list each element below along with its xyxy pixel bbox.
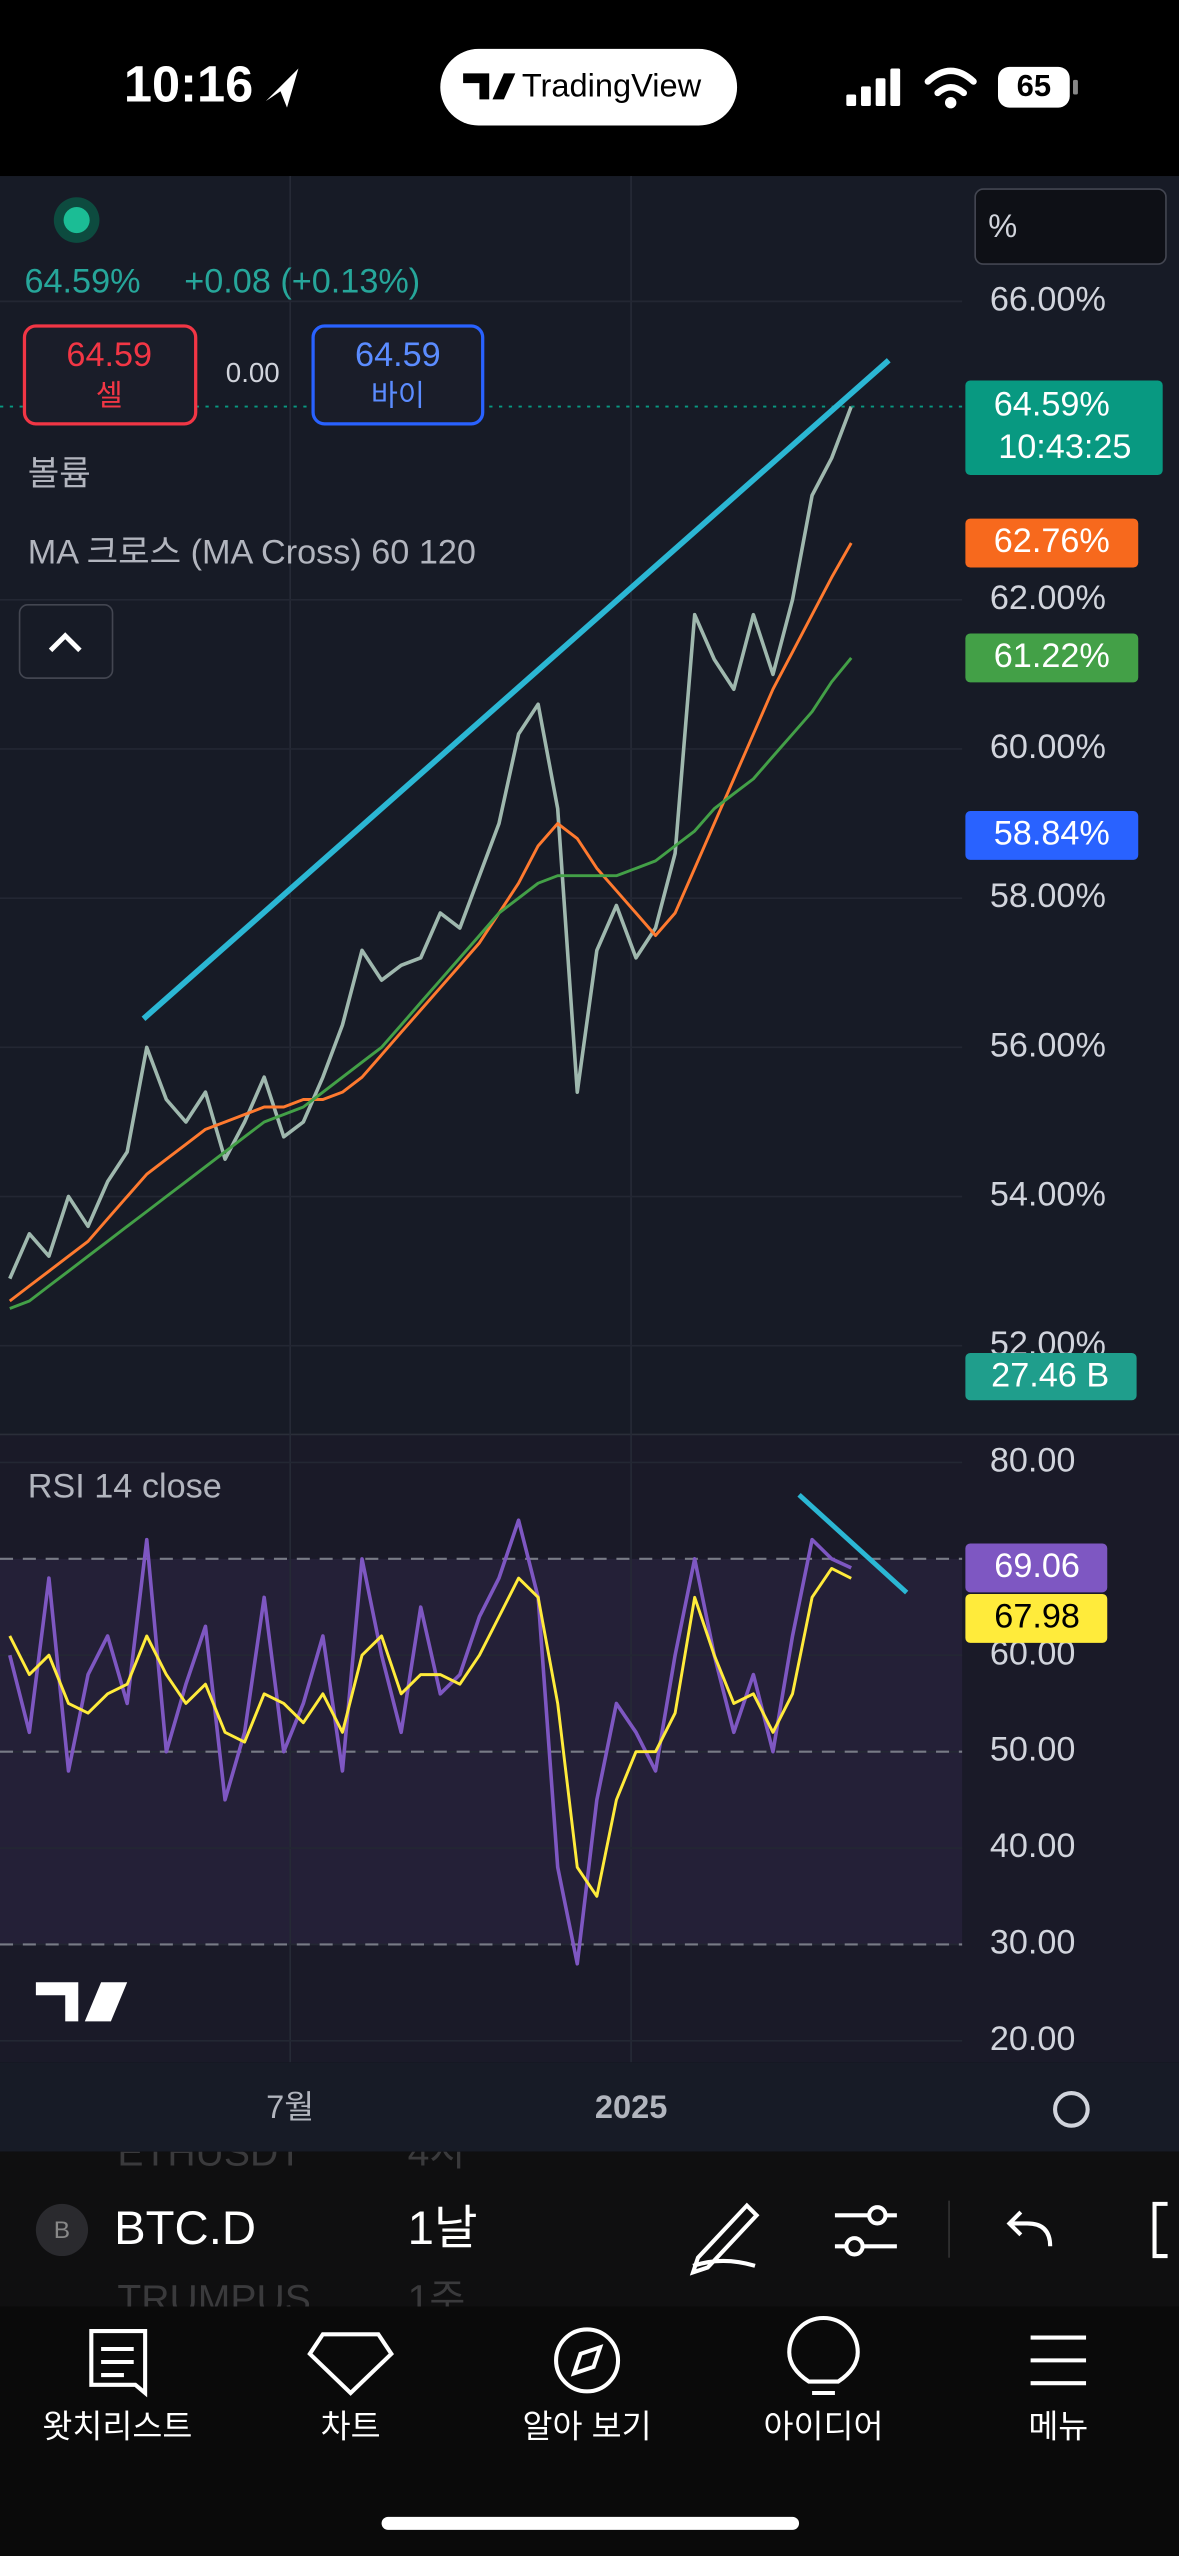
- nav-label[interactable]: 아이디어: [764, 2407, 884, 2444]
- rsi-pane: [0, 1434, 1179, 2063]
- fullscreen-icon[interactable]: [1152, 2201, 1168, 2259]
- watermark-logo: [35, 1982, 128, 2022]
- y-tick-label: 58.00%: [990, 877, 1106, 915]
- y-tick-label: 60.00%: [990, 728, 1106, 766]
- nav-labels: 왓치리스트 차트 알아 보기 아이디어 메뉴: [42, 2407, 1088, 2444]
- y-tick-label: 56.00%: [990, 1026, 1106, 1064]
- price-label: 64.59%: [994, 386, 1110, 424]
- ideas-icon[interactable]: [787, 2316, 860, 2396]
- price-label: 62.76%: [994, 522, 1110, 560]
- draw-icon[interactable]: [689, 2202, 760, 2276]
- series-line: [8, 1567, 852, 1898]
- trend-line: [141, 358, 891, 1021]
- x-axis-area: [0, 2062, 1179, 2152]
- rsi-label-box: [965, 1543, 1108, 1593]
- battery: [997, 66, 1070, 108]
- signal-icon: [846, 68, 901, 106]
- location-icon: [265, 68, 299, 108]
- wifi-icon: [924, 67, 977, 109]
- rsi-label-box: [965, 1593, 1108, 1643]
- watchlist-icon[interactable]: [89, 2329, 148, 2398]
- symbol[interactable]: BTC.D: [114, 2202, 256, 2255]
- settings-icon[interactable]: [1053, 2091, 1090, 2128]
- volume-legend: 볼륨: [28, 455, 91, 493]
- symbol-icon-letter: B: [54, 2217, 70, 2244]
- faded-list: ETHUSDT 4시 TRUMPUS 1주: [117, 2131, 466, 2321]
- explore-needle: [570, 2344, 604, 2377]
- y-tick-label: 30.00: [990, 1924, 1076, 1962]
- y-tick-label: 50.00: [990, 1731, 1076, 1769]
- price-label: 61.22%: [994, 637, 1110, 675]
- header-change: +0.08 (+0.13%): [184, 263, 420, 301]
- header-price: 64.59%: [24, 263, 140, 301]
- series-line: [9, 656, 853, 1310]
- faded-interval: 1주: [408, 2278, 466, 2321]
- app-pill[interactable]: [440, 48, 738, 126]
- clock: 10:16: [124, 55, 253, 112]
- faded-symbol: TRUMPUS: [117, 2278, 310, 2321]
- y-tick-label: 62.00%: [990, 579, 1106, 617]
- tv-logo: [463, 73, 516, 100]
- toolbar: [0, 2151, 1179, 2307]
- y-tick-label: 66.00%: [990, 280, 1106, 318]
- buy-label: 바이: [371, 379, 425, 412]
- price-label-box: [965, 633, 1139, 683]
- nav-label[interactable]: 메뉴: [1028, 2407, 1088, 2444]
- buy-button[interactable]: [311, 324, 485, 426]
- nav-label[interactable]: 차트: [321, 2407, 381, 2444]
- unit-button[interactable]: [974, 188, 1167, 265]
- home-indicator: [381, 2516, 800, 2530]
- unit-label: %: [988, 207, 1017, 244]
- price-label: 58.84%: [994, 815, 1110, 853]
- rsi-trend-line: [797, 1492, 909, 1595]
- sell-button[interactable]: [22, 324, 198, 426]
- x-tick-label: 7월: [266, 2088, 314, 2125]
- price-label-box: [965, 811, 1139, 860]
- plot: 7월 2025 66.00% 62.00% 60.00% 58.00% 56.00% 54.0…: [0, 176, 1163, 2125]
- faded-interval: 4시: [408, 2131, 466, 2174]
- series-line: [8, 405, 853, 1280]
- interval[interactable]: 1날: [408, 2202, 478, 2255]
- menu-icon[interactable]: [1030, 2335, 1087, 2386]
- chart-icon[interactable]: [307, 2332, 395, 2396]
- app-name: TradingView: [522, 67, 702, 104]
- y-tick-label: 40.00: [990, 1827, 1076, 1865]
- undo-icon[interactable]: [1006, 2210, 1053, 2247]
- buy-price: 64.59: [355, 336, 441, 374]
- sell-price: 64.59: [66, 336, 152, 374]
- spread: 0.00: [226, 357, 280, 388]
- price-label-box: [965, 518, 1139, 568]
- nav-icons: [89, 2316, 1087, 2398]
- price-label-box: [965, 380, 1163, 476]
- sell-label: 셀: [96, 379, 123, 412]
- battery-tip: [1073, 79, 1078, 95]
- x-tick-label: 2025: [595, 2088, 668, 2125]
- y-tick-label: 80.00: [990, 1441, 1076, 1479]
- rsi-legend: RSI 14 close: [28, 1467, 222, 1505]
- volume-label: 27.46 B: [991, 1356, 1109, 1394]
- volume-label-box: [965, 1352, 1137, 1401]
- status-dot: [63, 207, 90, 234]
- rsi-label: 67.98: [994, 1597, 1080, 1635]
- collapse-button[interactable]: [18, 603, 114, 679]
- ma-legend: MA 크로스 (MA Cross) 60 120: [28, 533, 476, 571]
- nav-bar: [0, 2306, 1179, 2556]
- series-line: [8, 1518, 852, 1966]
- rsi-label: 69.06: [994, 1547, 1080, 1585]
- chevron-icon: [48, 632, 82, 653]
- y-tick-label: 20.00: [990, 2020, 1076, 2058]
- symbol-icon: [35, 2203, 89, 2257]
- explore-icon[interactable]: [554, 2327, 621, 2394]
- series-line: [8, 542, 853, 1303]
- battery-level: 65: [1017, 68, 1051, 103]
- nav-label[interactable]: 왓치리스트: [42, 2407, 192, 2444]
- indicator-icon[interactable]: [834, 2205, 897, 2257]
- y-tick-label: 54.00%: [990, 1176, 1106, 1214]
- price-label-time: 10:43:25: [998, 428, 1131, 466]
- faded-symbol: ETHUSDT: [117, 2131, 302, 2174]
- nav-label[interactable]: 알아 보기: [523, 2407, 652, 2444]
